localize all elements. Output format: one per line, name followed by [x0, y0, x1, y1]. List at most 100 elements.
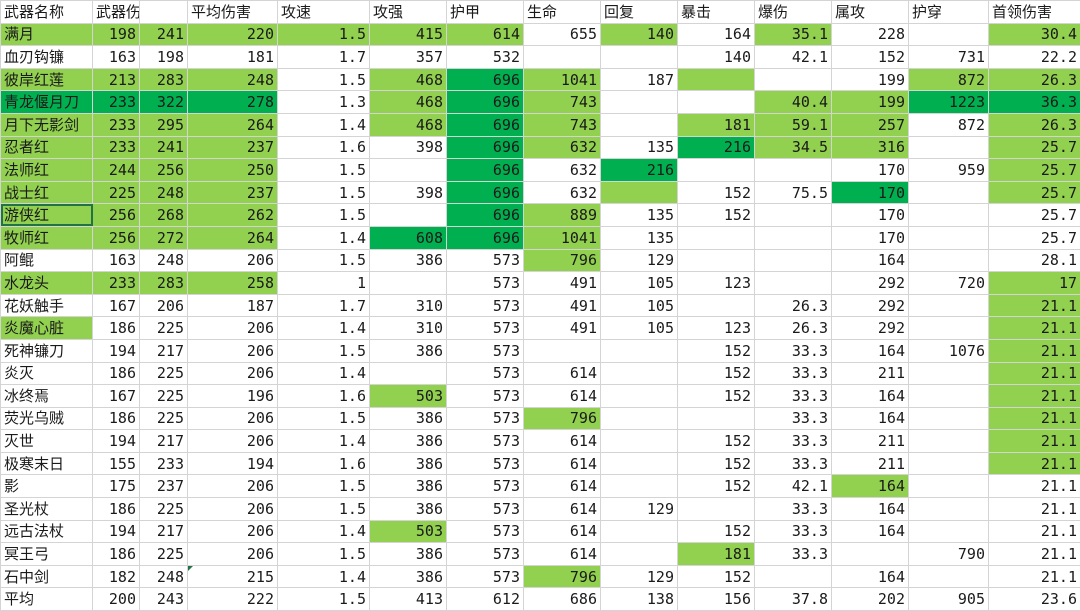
cell-avg-damage[interactable]: 278 [188, 91, 278, 114]
cell-weapon-damage-max[interactable]: 322 [140, 91, 188, 114]
cell-armor[interactable]: 573 [447, 498, 524, 521]
header-armor-pen[interactable]: 护穿 [909, 1, 989, 24]
cell-weapon-name[interactable]: 月下无影剑 [1, 113, 93, 136]
cell-armor-pen[interactable] [909, 204, 989, 227]
cell-regen[interactable]: 129 [601, 249, 678, 272]
cell-elemental-attack[interactable]: 316 [832, 136, 909, 159]
cell-armor[interactable]: 573 [447, 294, 524, 317]
cell-health[interactable]: 889 [524, 204, 601, 227]
cell-armor-pen[interactable] [909, 23, 989, 46]
cell-elemental-attack[interactable]: 164 [832, 249, 909, 272]
cell-attack-speed[interactable]: 1.7 [278, 46, 370, 69]
cell-crit-damage[interactable]: 33.3 [755, 452, 832, 475]
cell-armor[interactable]: 696 [447, 159, 524, 182]
cell-armor-pen[interactable]: 905 [909, 588, 989, 611]
cell-boss-damage[interactable]: 21.1 [989, 407, 1080, 430]
cell-attack-speed[interactable]: 1.4 [278, 565, 370, 588]
cell-avg-damage[interactable]: 196 [188, 385, 278, 408]
cell-crit[interactable]: 152 [678, 475, 755, 498]
cell-crit-damage[interactable]: 37.8 [755, 588, 832, 611]
cell-attack-power[interactable]: 415 [370, 23, 447, 46]
cell-weapon-damage-min[interactable]: 194 [93, 520, 140, 543]
cell-attack-speed[interactable]: 1.5 [278, 475, 370, 498]
cell-health[interactable]: 632 [524, 159, 601, 182]
cell-weapon-damage-min[interactable]: 167 [93, 294, 140, 317]
cell-boss-damage[interactable]: 21.1 [989, 339, 1080, 362]
cell-elemental-attack[interactable]: 164 [832, 520, 909, 543]
cell-avg-damage[interactable]: 206 [188, 407, 278, 430]
cell-weapon-damage-max[interactable]: 217 [140, 339, 188, 362]
cell-avg-damage[interactable]: 250 [188, 159, 278, 182]
cell-weapon-damage-max[interactable]: 256 [140, 159, 188, 182]
cell-crit[interactable] [678, 249, 755, 272]
cell-elemental-attack[interactable]: 211 [832, 430, 909, 453]
cell-attack-power[interactable]: 386 [370, 339, 447, 362]
cell-crit[interactable] [678, 498, 755, 521]
cell-armor-pen[interactable] [909, 407, 989, 430]
cell-armor[interactable]: 573 [447, 565, 524, 588]
cell-regen[interactable]: 135 [601, 204, 678, 227]
cell-crit-damage[interactable]: 33.3 [755, 385, 832, 408]
cell-avg-damage[interactable]: 206 [188, 339, 278, 362]
cell-crit[interactable]: 152 [678, 362, 755, 385]
cell-weapon-damage-max[interactable]: 241 [140, 23, 188, 46]
cell-attack-speed[interactable]: 1.6 [278, 136, 370, 159]
cell-weapon-damage-min[interactable]: 225 [93, 181, 140, 204]
cell-weapon-name[interactable]: 血刃钩镰 [1, 46, 93, 69]
cell-crit-damage[interactable]: 33.3 [755, 339, 832, 362]
cell-boss-damage[interactable]: 25.7 [989, 181, 1080, 204]
cell-elemental-attack[interactable]: 164 [832, 475, 909, 498]
cell-armor-pen[interactable] [909, 498, 989, 521]
cell-boss-damage[interactable]: 26.3 [989, 68, 1080, 91]
cell-weapon-damage-min[interactable]: 186 [93, 498, 140, 521]
cell-weapon-damage-min[interactable]: 213 [93, 68, 140, 91]
cell-regen[interactable]: 216 [601, 159, 678, 182]
cell-crit[interactable]: 152 [678, 339, 755, 362]
header-avg-damage[interactable]: 平均伤害 [188, 1, 278, 24]
cell-crit-damage[interactable] [755, 204, 832, 227]
cell-avg-damage[interactable]: 264 [188, 113, 278, 136]
cell-attack-power[interactable]: 468 [370, 113, 447, 136]
cell-attack-power[interactable]: 398 [370, 181, 447, 204]
cell-armor-pen[interactable]: 790 [909, 543, 989, 566]
cell-attack-power[interactable] [370, 362, 447, 385]
cell-attack-power[interactable]: 608 [370, 226, 447, 249]
cell-attack-speed[interactable]: 1.4 [278, 317, 370, 340]
cell-armor[interactable]: 696 [447, 113, 524, 136]
cell-health[interactable]: 1041 [524, 226, 601, 249]
cell-health[interactable]: 743 [524, 113, 601, 136]
cell-elemental-attack[interactable]: 292 [832, 294, 909, 317]
cell-attack-power[interactable]: 386 [370, 543, 447, 566]
cell-weapon-name[interactable]: 圣光杖 [1, 498, 93, 521]
cell-weapon-damage-min[interactable]: 198 [93, 23, 140, 46]
cell-crit[interactable]: 152 [678, 181, 755, 204]
cell-elemental-attack[interactable]: 164 [832, 565, 909, 588]
cell-attack-speed[interactable]: 1.5 [278, 68, 370, 91]
cell-weapon-damage-max[interactable]: 272 [140, 226, 188, 249]
cell-attack-speed[interactable]: 1.5 [278, 543, 370, 566]
cell-armor[interactable]: 573 [447, 317, 524, 340]
cell-weapon-damage-min[interactable]: 175 [93, 475, 140, 498]
cell-elemental-attack[interactable]: 202 [832, 588, 909, 611]
cell-weapon-damage-min[interactable]: 233 [93, 272, 140, 295]
cell-crit[interactable] [678, 294, 755, 317]
cell-armor-pen[interactable] [909, 520, 989, 543]
cell-regen[interactable] [601, 362, 678, 385]
cell-weapon-name[interactable]: 远古法杖 [1, 520, 93, 543]
cell-health[interactable]: 632 [524, 136, 601, 159]
cell-crit[interactable] [678, 91, 755, 114]
cell-crit[interactable] [678, 407, 755, 430]
cell-attack-power[interactable]: 386 [370, 249, 447, 272]
cell-weapon-name[interactable]: 青龙偃月刀 [1, 91, 93, 114]
cell-weapon-name[interactable]: 阿鲲 [1, 249, 93, 272]
cell-attack-speed[interactable]: 1.4 [278, 362, 370, 385]
cell-weapon-damage-min[interactable]: 167 [93, 385, 140, 408]
cell-crit-damage[interactable]: 42.1 [755, 46, 832, 69]
cell-avg-damage[interactable]: 206 [188, 249, 278, 272]
cell-attack-power[interactable]: 386 [370, 498, 447, 521]
cell-regen[interactable] [601, 407, 678, 430]
cell-armor-pen[interactable] [909, 362, 989, 385]
cell-weapon-damage-min[interactable]: 155 [93, 452, 140, 475]
cell-weapon-damage-max[interactable]: 198 [140, 46, 188, 69]
cell-health[interactable]: 655 [524, 23, 601, 46]
